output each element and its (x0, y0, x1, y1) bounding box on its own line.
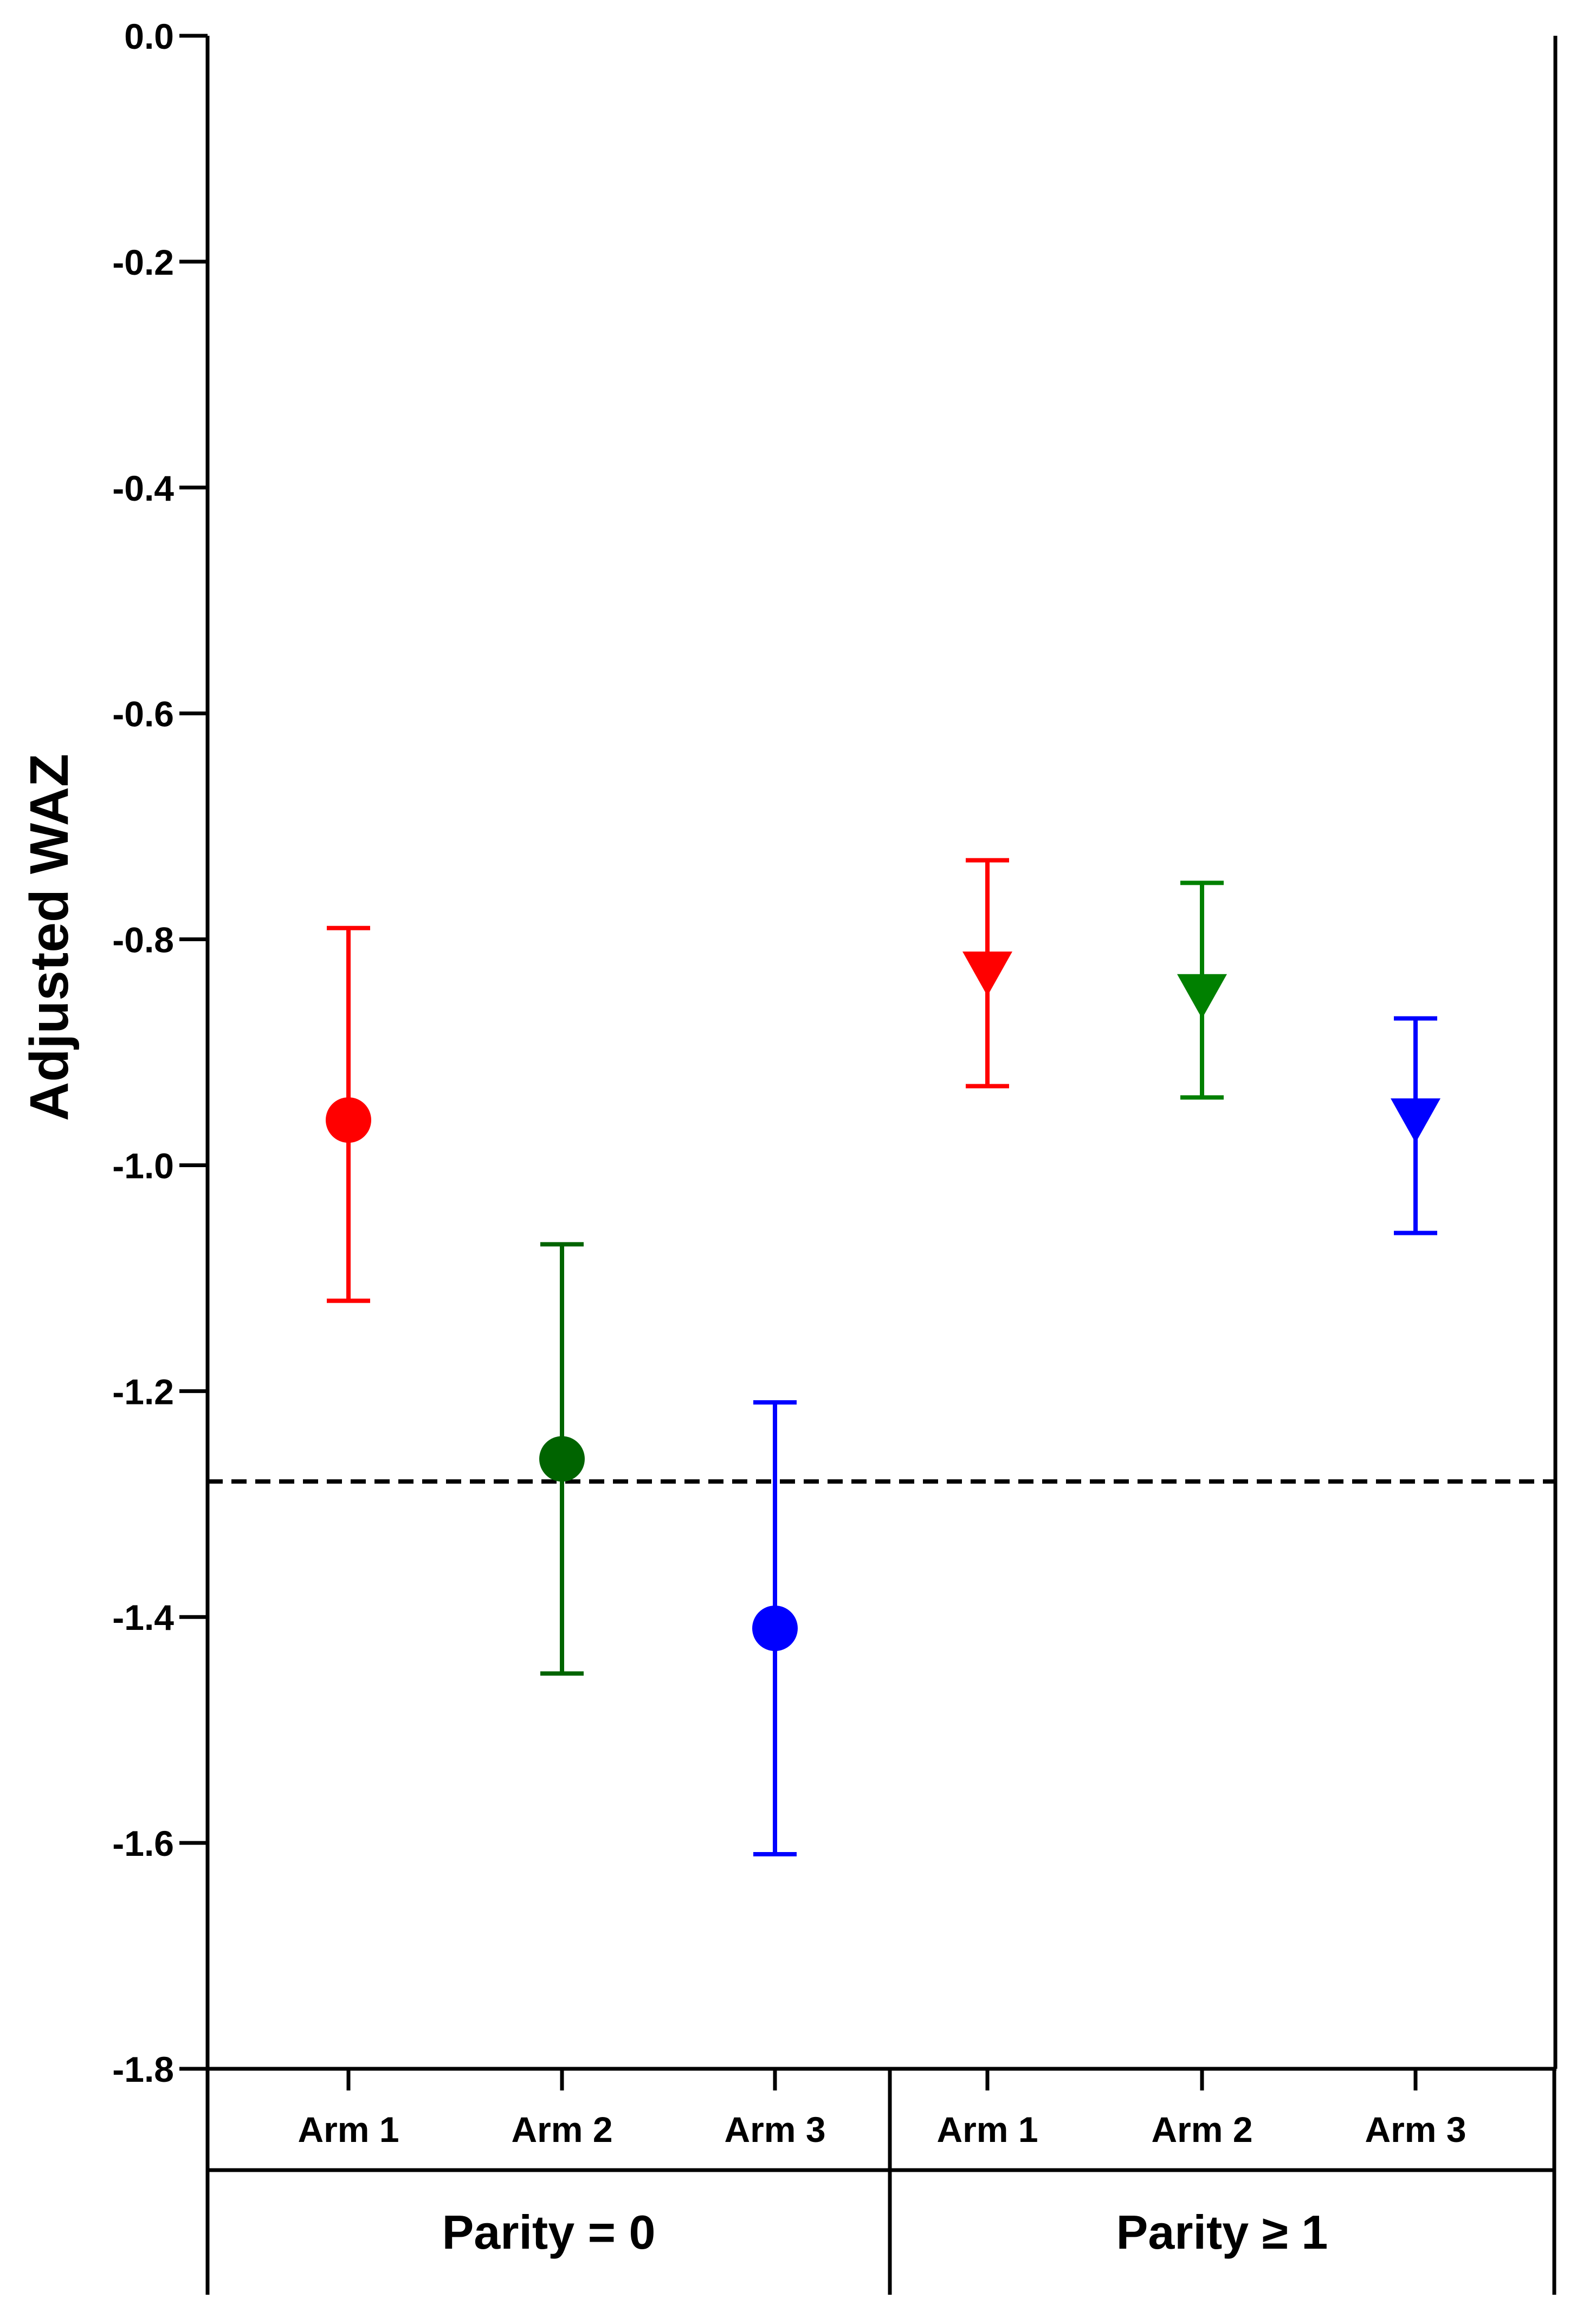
y-tick-label: -0.4 (112, 468, 174, 508)
data-point (1177, 974, 1227, 1019)
y-tick-label: -1.8 (112, 2049, 174, 2089)
x-tick-label: Arm 2 (511, 2109, 612, 2150)
x-tick-label: Arm 3 (1365, 2109, 1466, 2150)
y-tick-label: -0.2 (112, 242, 174, 282)
x-tick-label: Arm 1 (298, 2109, 399, 2150)
y-axis-title: Adjusted WAZ (19, 754, 80, 1121)
x-tick-label: Arm 2 (1151, 2109, 1252, 2150)
data-point (326, 1097, 371, 1143)
y-tick-label: -0.6 (112, 694, 174, 734)
x-tick-label: Arm 3 (724, 2109, 825, 2150)
data-point (752, 1606, 798, 1652)
data-point (962, 951, 1012, 996)
group-label: Parity ≥ 1 (1116, 2205, 1328, 2259)
y-tick-label: -1.4 (112, 1597, 174, 1637)
y-tick-label: -1.0 (112, 1145, 174, 1186)
y-tick-label: -1.6 (112, 1823, 174, 1863)
data-point (1391, 1098, 1440, 1143)
x-tick-label: Arm 1 (936, 2109, 1038, 2150)
y-tick-label: -1.2 (112, 1371, 174, 1412)
data-point (539, 1436, 585, 1482)
y-tick-label: 0.0 (124, 16, 174, 56)
group-label: Parity = 0 (442, 2205, 656, 2259)
y-tick-label: -0.8 (112, 920, 174, 960)
